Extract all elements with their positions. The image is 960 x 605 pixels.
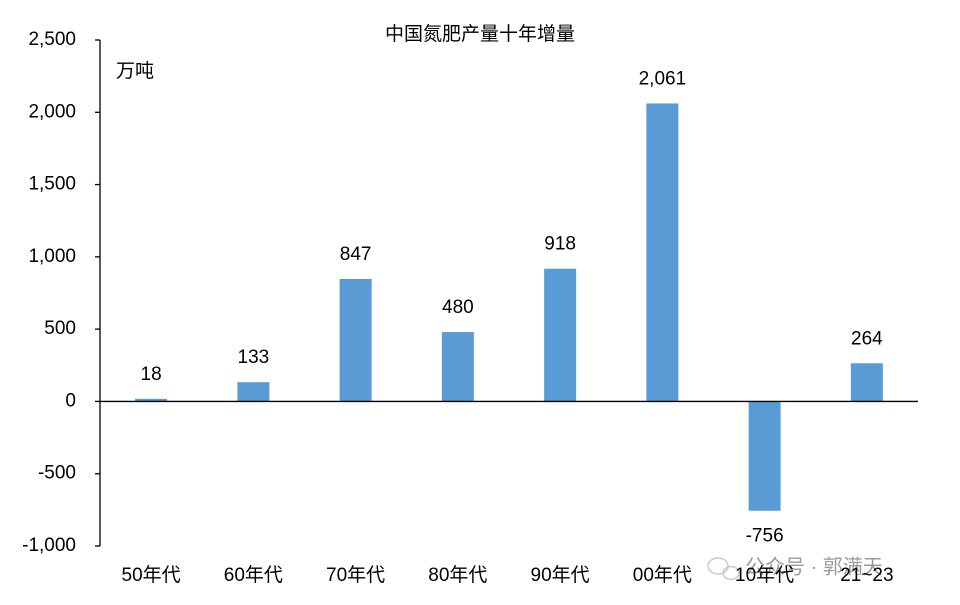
- y-tick-label: -500: [38, 463, 76, 484]
- value-label: 264: [851, 328, 883, 349]
- bar: [850, 363, 883, 402]
- y-tick-label: -1,000: [22, 535, 76, 556]
- y-tick-label: 2,500: [28, 29, 76, 50]
- watermark-icon: [707, 557, 740, 581]
- value-label: 133: [238, 347, 270, 368]
- value-label: -756: [746, 526, 784, 547]
- x-tick-label: 10年代: [735, 564, 794, 586]
- x-tick-label: 21~23: [840, 565, 893, 586]
- y-tick-label: 2,000: [28, 101, 76, 122]
- x-tick-label: 90年代: [531, 564, 590, 586]
- value-label: 480: [442, 297, 474, 318]
- x-tick-label: 60年代: [224, 564, 283, 586]
- value-label: 2,061: [639, 68, 687, 89]
- x-tick-label: 70年代: [326, 564, 385, 586]
- y-tick-label: 500: [44, 318, 76, 339]
- x-tick-label: 50年代: [122, 564, 181, 586]
- bar: [646, 103, 679, 402]
- value-label: 847: [340, 244, 372, 265]
- bar: [748, 401, 781, 511]
- y-tick-label: 0: [65, 390, 76, 411]
- bar: [237, 382, 270, 402]
- x-tick-label: 00年代: [633, 564, 692, 586]
- unit-label: 万吨: [116, 60, 154, 82]
- value-label: 18: [141, 364, 162, 385]
- chart-title: 中国氮肥产量十年增量: [385, 23, 575, 45]
- watermark: 公众号 · 郭满天: [745, 555, 883, 578]
- bar: [135, 398, 168, 402]
- value-label: 918: [544, 234, 576, 255]
- bar: [339, 278, 372, 402]
- bar: [441, 332, 474, 402]
- y-tick-label: 1,000: [28, 246, 76, 267]
- y-tick-label: 1,500: [28, 174, 76, 195]
- bar: [544, 268, 577, 402]
- x-tick-label: 80年代: [428, 564, 487, 586]
